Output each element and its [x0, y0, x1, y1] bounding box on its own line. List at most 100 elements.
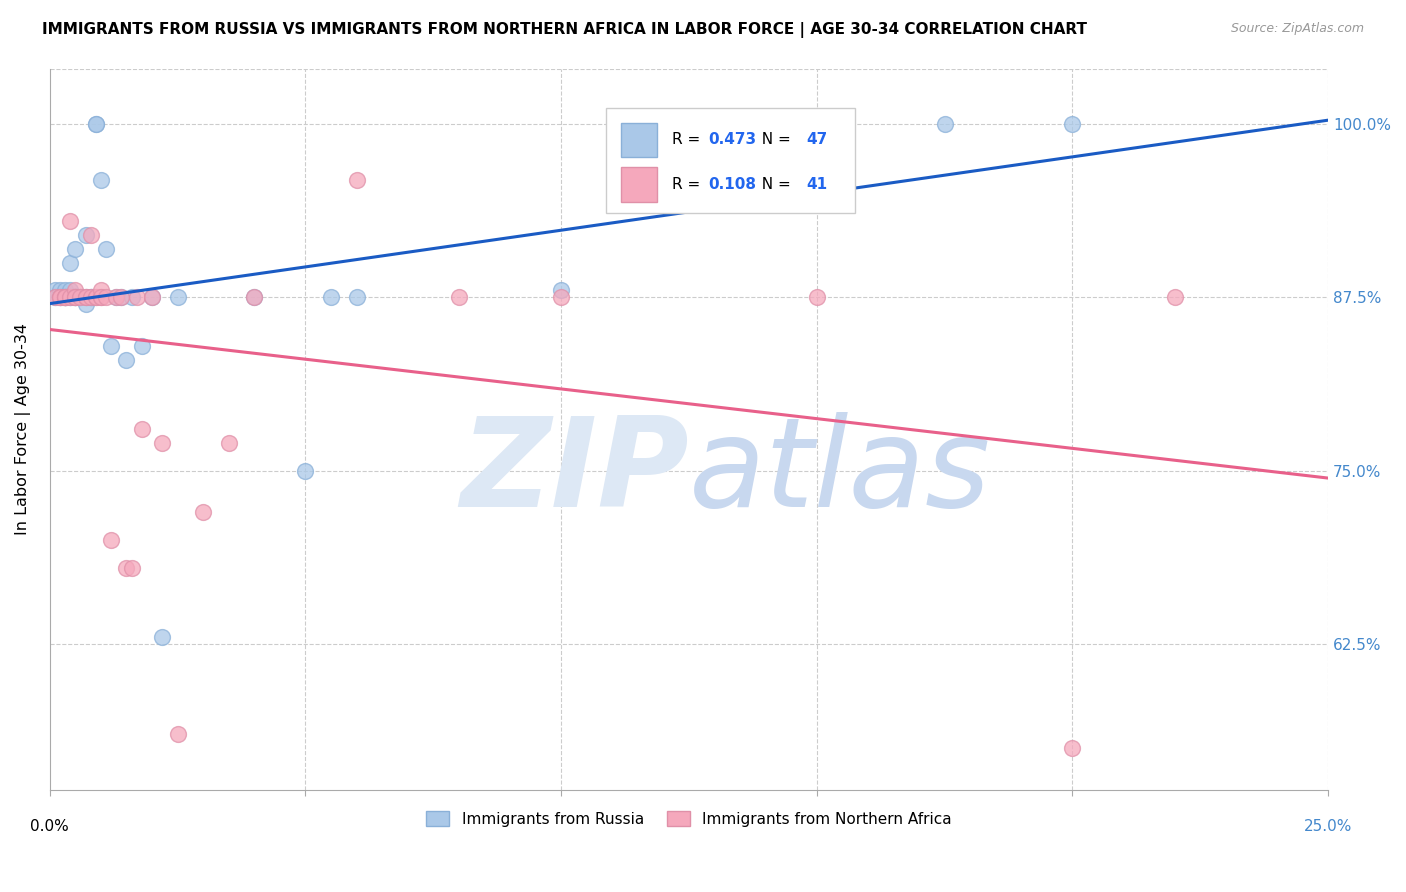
Y-axis label: In Labor Force | Age 30-34: In Labor Force | Age 30-34: [15, 323, 31, 535]
Point: [84, 290, 107, 304]
Point: [59, 214, 82, 228]
Text: R =: R =: [672, 132, 706, 147]
Legend: Immigrants from Russia, Immigrants from Northern Africa: Immigrants from Russia, Immigrants from …: [420, 805, 957, 833]
Point: [59, 256, 82, 270]
Point: [49, 290, 72, 304]
Text: Source: ZipAtlas.com: Source: ZipAtlas.com: [1230, 22, 1364, 36]
Point: [75, 290, 97, 304]
Point: [550, 284, 572, 298]
Point: [115, 352, 138, 367]
Point: [243, 290, 266, 304]
Text: 41: 41: [807, 178, 828, 192]
Point: [1062, 741, 1084, 756]
Point: [69, 290, 91, 304]
Point: [79, 290, 101, 304]
Text: N =: N =: [752, 132, 796, 147]
FancyBboxPatch shape: [606, 108, 855, 213]
Point: [79, 227, 101, 242]
Point: [150, 436, 173, 450]
Point: [53, 290, 76, 304]
Text: N =: N =: [752, 178, 796, 192]
Point: [90, 284, 112, 298]
Point: [53, 290, 76, 304]
Point: [105, 290, 128, 304]
Point: [75, 227, 97, 242]
Point: [806, 290, 828, 304]
Point: [84, 117, 107, 131]
FancyBboxPatch shape: [621, 122, 657, 157]
Point: [1164, 290, 1187, 304]
Point: [191, 506, 214, 520]
Point: [131, 422, 153, 436]
Point: [59, 284, 82, 298]
Point: [69, 290, 91, 304]
Point: [141, 290, 163, 304]
Point: [550, 290, 572, 304]
Point: [44, 290, 66, 304]
FancyBboxPatch shape: [621, 168, 657, 202]
Point: [69, 290, 91, 304]
Point: [934, 117, 956, 131]
Point: [319, 290, 342, 304]
Point: [53, 290, 76, 304]
Point: [65, 242, 87, 256]
Point: [166, 727, 188, 741]
Text: 0.108: 0.108: [709, 178, 756, 192]
Point: [53, 290, 76, 304]
Point: [447, 290, 470, 304]
Text: 0.0%: 0.0%: [31, 819, 69, 834]
Point: [110, 290, 132, 304]
Point: [49, 290, 72, 304]
Point: [65, 290, 87, 304]
Point: [65, 290, 87, 304]
Point: [90, 172, 112, 186]
Point: [75, 297, 97, 311]
Text: ZIP: ZIP: [460, 412, 689, 533]
Text: 47: 47: [807, 132, 828, 147]
Point: [59, 290, 82, 304]
Point: [125, 290, 148, 304]
Point: [65, 290, 87, 304]
Point: [294, 464, 316, 478]
Point: [121, 561, 143, 575]
Point: [166, 290, 188, 304]
Text: IMMIGRANTS FROM RUSSIA VS IMMIGRANTS FROM NORTHERN AFRICA IN LABOR FORCE | AGE 3: IMMIGRANTS FROM RUSSIA VS IMMIGRANTS FRO…: [42, 22, 1087, 38]
Point: [150, 630, 173, 644]
Point: [49, 290, 72, 304]
Point: [218, 436, 240, 450]
Point: [44, 284, 66, 298]
Point: [110, 290, 132, 304]
Point: [59, 290, 82, 304]
Point: [131, 339, 153, 353]
Point: [75, 290, 97, 304]
Point: [44, 290, 66, 304]
Point: [90, 290, 112, 304]
Point: [53, 284, 76, 298]
Point: [243, 290, 266, 304]
Point: [728, 117, 751, 131]
Point: [65, 290, 87, 304]
Point: [105, 290, 128, 304]
Point: [141, 290, 163, 304]
Point: [69, 290, 91, 304]
Point: [65, 284, 87, 298]
Point: [346, 290, 368, 304]
Point: [49, 284, 72, 298]
Text: 0.473: 0.473: [709, 132, 756, 147]
Point: [53, 290, 76, 304]
Point: [59, 290, 82, 304]
Point: [121, 290, 143, 304]
Point: [49, 290, 72, 304]
Point: [94, 242, 117, 256]
Text: 25.0%: 25.0%: [1303, 819, 1353, 834]
Point: [79, 290, 101, 304]
Point: [1062, 117, 1084, 131]
Point: [79, 290, 101, 304]
Point: [115, 561, 138, 575]
Point: [90, 290, 112, 304]
Point: [75, 290, 97, 304]
Point: [84, 290, 107, 304]
Point: [94, 290, 117, 304]
Point: [100, 533, 122, 548]
Text: R =: R =: [672, 178, 706, 192]
